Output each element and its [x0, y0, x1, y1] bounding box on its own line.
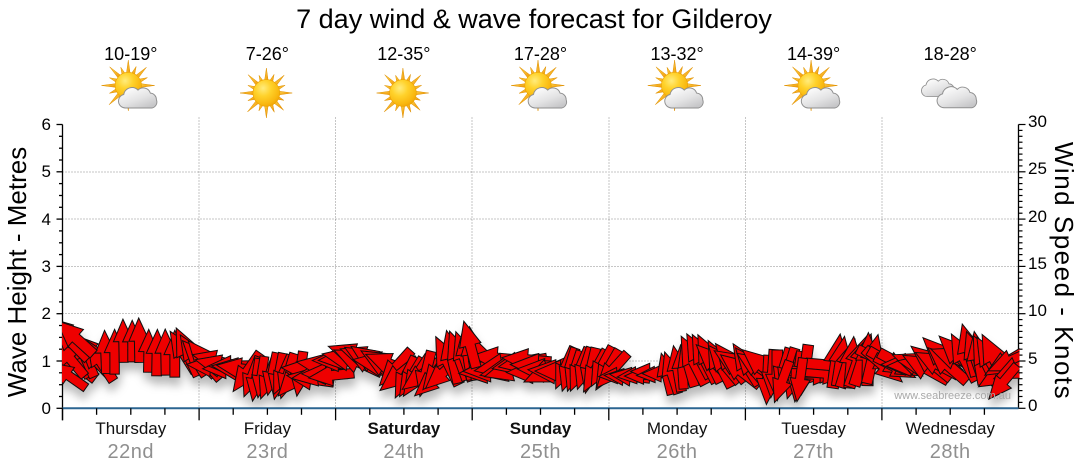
svg-text:Wind Speed - Knots: Wind Speed - Knots [1049, 142, 1079, 400]
svg-text:Wave Height - Metres: Wave Height - Metres [2, 147, 32, 397]
